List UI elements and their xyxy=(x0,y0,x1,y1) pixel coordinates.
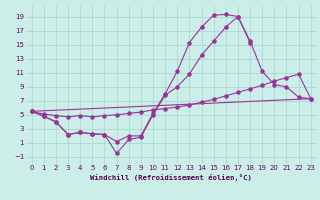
X-axis label: Windchill (Refroidissement éolien,°C): Windchill (Refroidissement éolien,°C) xyxy=(90,174,252,181)
